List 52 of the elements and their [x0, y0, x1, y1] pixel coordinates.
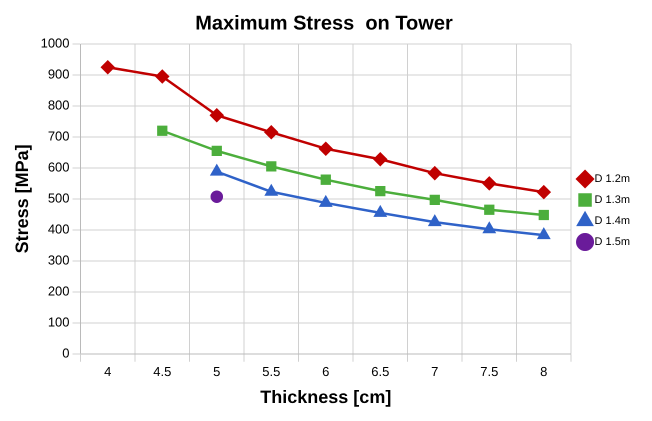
y-tick-label: 1000 — [40, 36, 70, 51]
point — [374, 206, 386, 217]
point — [210, 108, 224, 122]
y-axis-title: Stress [MPa] — [12, 144, 32, 254]
x-tick-label: 7.5 — [480, 364, 498, 380]
point — [265, 185, 278, 196]
y-tick-label: 700 — [48, 128, 70, 144]
x-tick-label: 4 — [104, 364, 112, 380]
y-tick-label: 300 — [48, 252, 70, 268]
legend-label: D 1.2m — [594, 173, 630, 186]
chart-title: Maximum Stress on Tower — [195, 12, 453, 35]
legend-label: D 1.4m — [594, 215, 630, 228]
x-tick-label: 6 — [322, 364, 330, 380]
point — [538, 210, 549, 220]
point — [428, 215, 441, 226]
point — [101, 60, 115, 74]
y-tick-label: 200 — [48, 283, 70, 298]
point — [428, 166, 442, 180]
point — [483, 222, 496, 234]
point — [538, 228, 550, 240]
point — [430, 194, 440, 205]
point — [320, 196, 332, 207]
x-tick-label: 5.5 — [262, 364, 280, 380]
point — [375, 186, 386, 196]
x-axis-title: Thickness [cm] — [260, 387, 392, 408]
x-tick-label: 7 — [431, 364, 438, 380]
legend-label: D 1.3m — [594, 194, 630, 206]
y-tick-label: 0 — [62, 345, 70, 360]
y-tick-label: 100 — [48, 314, 70, 330]
point — [320, 174, 331, 185]
y-tick-label: 600 — [48, 160, 70, 174]
y-tick-label: 500 — [48, 190, 70, 206]
point — [157, 126, 168, 136]
legend-label: D 1.5m — [594, 236, 630, 248]
point — [484, 204, 494, 215]
x-tick-label: 5 — [213, 364, 220, 380]
x-tick-label: 4.5 — [153, 364, 172, 380]
point — [210, 164, 223, 176]
x-tick-label: 8 — [540, 364, 548, 380]
point — [264, 126, 278, 140]
point — [212, 146, 222, 156]
point — [482, 176, 496, 190]
y-tick-label: 400 — [48, 221, 70, 236]
point — [374, 152, 388, 166]
point — [210, 190, 224, 203]
x-tick-label: 6.5 — [371, 364, 390, 380]
point — [319, 142, 333, 156]
point — [537, 185, 551, 199]
point — [156, 70, 170, 84]
y-tick-label: 900 — [48, 66, 70, 82]
y-tick-label: 800 — [48, 98, 70, 113]
point — [266, 161, 276, 172]
